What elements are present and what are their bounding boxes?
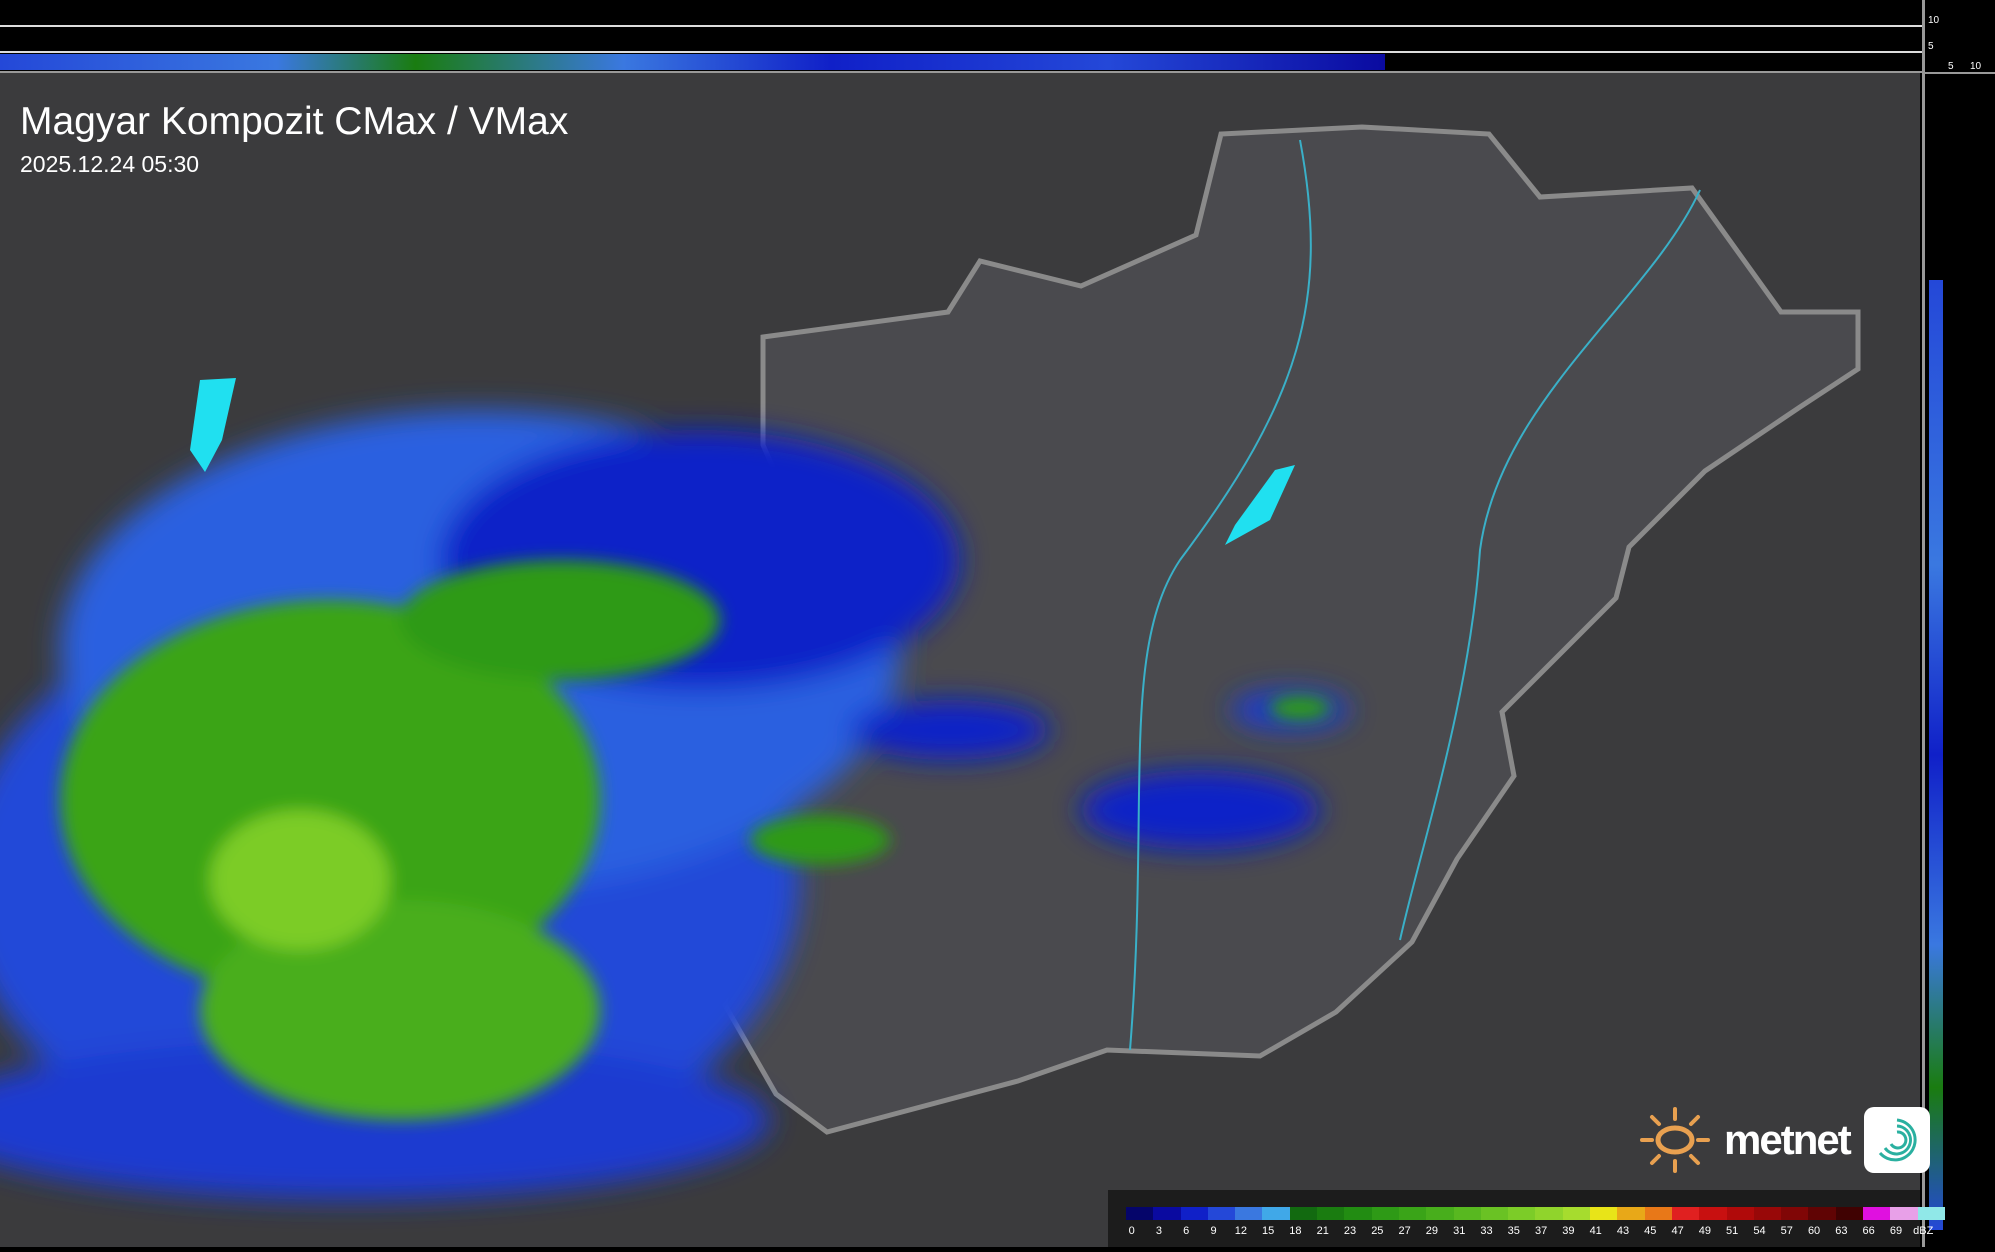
color-swatch [1344, 1207, 1372, 1220]
top-reflectivity-strip [0, 0, 1922, 73]
side-radar-profile [1929, 280, 1943, 1230]
scale-label: 35 [1507, 1225, 1520, 1237]
logo-text: metnet [1724, 1116, 1852, 1163]
scale-label: 25 [1371, 1225, 1384, 1237]
map-title: Magyar Kompozit CMax / VMax [20, 100, 569, 143]
color-swatch [1126, 1207, 1154, 1220]
color-scale-legend: 0 3 6 9 12 15 18 21 23 25 27 29 31 33 35 37 39 41 43 45 47 49… [1108, 1190, 1945, 1247]
color-swatch [1699, 1207, 1727, 1220]
color-swatch [1317, 1207, 1345, 1220]
scale-label: 60 [1807, 1225, 1821, 1237]
map-timestamp: 2025.12.24 05:30 [20, 151, 200, 177]
scale-label: 33 [1480, 1225, 1493, 1237]
scale-label: 15 [1262, 1225, 1275, 1237]
scale-label: 49 [1698, 1225, 1711, 1237]
scale-label: 37 [1534, 1225, 1548, 1237]
color-swatch [1535, 1207, 1563, 1220]
scale-label: 31 [1453, 1225, 1466, 1237]
scale-label: 21 [1316, 1225, 1329, 1237]
color-swatch [1480, 1207, 1509, 1220]
color-scale-bar [1126, 1207, 1945, 1220]
separator [0, 71, 1922, 73]
color-swatch [1753, 1207, 1782, 1220]
unit-label: dBZ [1913, 1225, 1934, 1237]
map-canvas [0, 73, 1920, 1247]
scale-label: 63 [1835, 1225, 1848, 1237]
color-swatch [1289, 1207, 1318, 1220]
scale-label: 66 [1862, 1225, 1875, 1237]
tick-label: 10 [1928, 15, 1940, 26]
scale-label: 23 [1343, 1225, 1357, 1237]
color-swatch [1617, 1207, 1645, 1220]
color-swatch [1917, 1207, 1945, 1220]
scale-label: 57 [1780, 1225, 1793, 1237]
color-swatch [1644, 1207, 1672, 1220]
gridline [0, 25, 1922, 27]
color-swatch [1590, 1207, 1618, 1220]
metnet-logo: metnet [1640, 1105, 1930, 1175]
color-swatch [1863, 1207, 1891, 1220]
scale-label: 0 [1128, 1225, 1135, 1237]
tick-label: 5 [1948, 61, 1954, 72]
swirl-icon [1878, 1118, 1917, 1162]
color-scale-labels: 0 3 6 9 12 15 18 21 23 25 27 29 31 33 35 37 39 41 43 45 47 49… [1118, 1225, 1937, 1237]
river [1399, 189, 1701, 941]
scale-label: 3 [1155, 1225, 1162, 1237]
lake-neusiedl [190, 378, 236, 472]
scale-label: 45 [1644, 1225, 1657, 1237]
side-reflectivity-strip: 10 5 5 10 [1922, 0, 1995, 1247]
scale-label: 69 [1889, 1225, 1903, 1237]
scale-label: 12 [1234, 1225, 1247, 1237]
tick-label: 5 [1928, 41, 1934, 52]
color-swatch [1398, 1207, 1427, 1220]
color-swatch [1508, 1207, 1536, 1220]
color-swatch [1808, 1207, 1836, 1220]
scale-label: 39 [1562, 1225, 1575, 1237]
color-swatch [1207, 1207, 1236, 1220]
color-swatch [1453, 1207, 1481, 1220]
scale-label: 47 [1671, 1225, 1684, 1237]
sun-icon [1640, 1107, 1710, 1173]
color-swatch [1835, 1207, 1864, 1220]
scale-label: 43 [1616, 1225, 1630, 1237]
radar-map[interactable] [0, 73, 1920, 1247]
scale-label: 29 [1425, 1225, 1439, 1237]
app-icon [1863, 1107, 1930, 1173]
river [1129, 139, 1312, 1051]
scale-label: 51 [1726, 1225, 1739, 1237]
color-swatch [1890, 1207, 1918, 1220]
color-swatch [1235, 1207, 1263, 1220]
scale-label: 41 [1589, 1225, 1602, 1237]
lake-balaton [1225, 465, 1295, 545]
color-swatch [1671, 1207, 1700, 1220]
tick-label: 10 [1970, 61, 1982, 72]
scale-label: 9 [1210, 1225, 1217, 1237]
color-swatch [1562, 1207, 1591, 1220]
color-swatch [1371, 1207, 1399, 1220]
color-swatch [1262, 1207, 1290, 1220]
color-swatch [1726, 1207, 1754, 1220]
color-swatch [1180, 1207, 1208, 1220]
color-swatch [1426, 1207, 1454, 1220]
scale-label: 6 [1183, 1225, 1190, 1237]
color-swatch [1781, 1207, 1809, 1220]
color-swatch [1153, 1207, 1181, 1220]
separator [1922, 72, 1995, 74]
scale-label: 27 [1398, 1225, 1411, 1237]
scale-label: 54 [1753, 1225, 1766, 1237]
top-radar-profile [0, 54, 1385, 70]
scale-label: 18 [1289, 1225, 1302, 1237]
gridline [0, 51, 1922, 53]
